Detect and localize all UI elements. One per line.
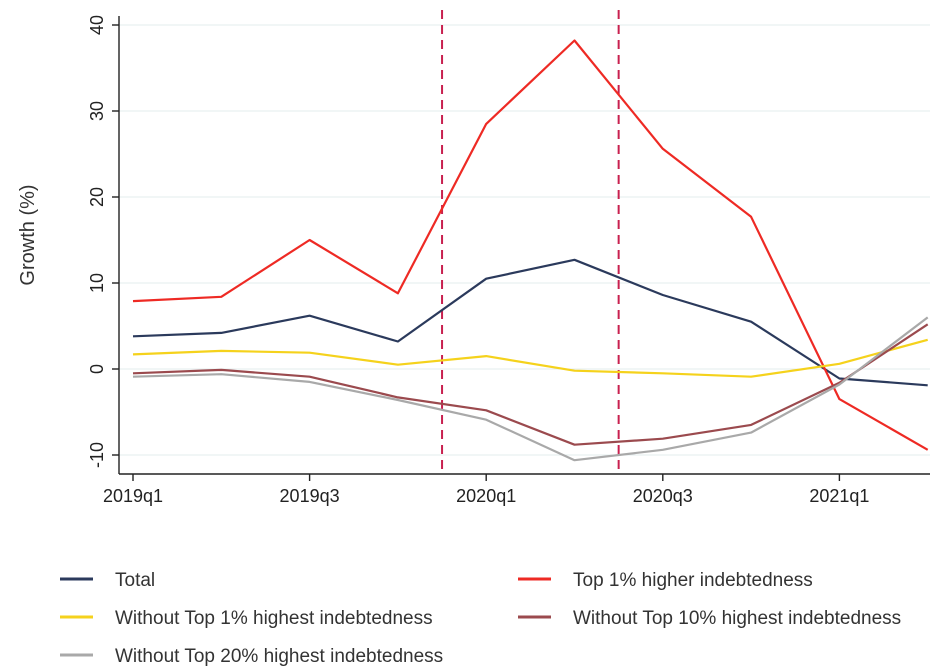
y-tick-label: 40 xyxy=(87,15,107,35)
legend-label: Total xyxy=(115,570,155,591)
x-tick-label: 2020q3 xyxy=(633,486,693,506)
x-tick-label: 2020q1 xyxy=(456,486,516,506)
legend-label: Without Top 10% highest indebtedness xyxy=(573,608,901,629)
reference-lines xyxy=(441,10,620,474)
y-axis-title: Growth (%) xyxy=(17,184,39,285)
y-tick-label: 30 xyxy=(87,101,107,121)
series-line xyxy=(132,316,929,462)
legend: Total Top 1% higher indebtedness Without T… xyxy=(60,570,901,667)
x-tick-label: 2019q3 xyxy=(280,486,340,506)
series-line xyxy=(132,338,928,378)
x-tick-label: 2021q1 xyxy=(809,486,869,506)
series-line xyxy=(132,323,929,446)
series-layer xyxy=(132,39,929,462)
grid-layer xyxy=(119,24,930,456)
x-tick-label: 2019q1 xyxy=(103,486,163,506)
legend-label: Without Top 20% highest indebtedness xyxy=(115,646,443,667)
y-tick-label: 10 xyxy=(87,273,107,293)
legend-label: Without Top 1% highest indebtedness xyxy=(115,608,433,629)
series-line xyxy=(132,39,929,451)
legend-label: Top 1% higher indebtedness xyxy=(573,570,813,591)
y-tick-label: -10 xyxy=(87,442,107,468)
y-tick-label: 20 xyxy=(87,187,107,207)
series-line xyxy=(132,258,928,387)
axes: -10 0 10 20 30 40 2019q1 2019q3 2020q1 2020q3 2021… xyxy=(87,15,930,506)
y-tick-label: 0 xyxy=(87,364,107,374)
